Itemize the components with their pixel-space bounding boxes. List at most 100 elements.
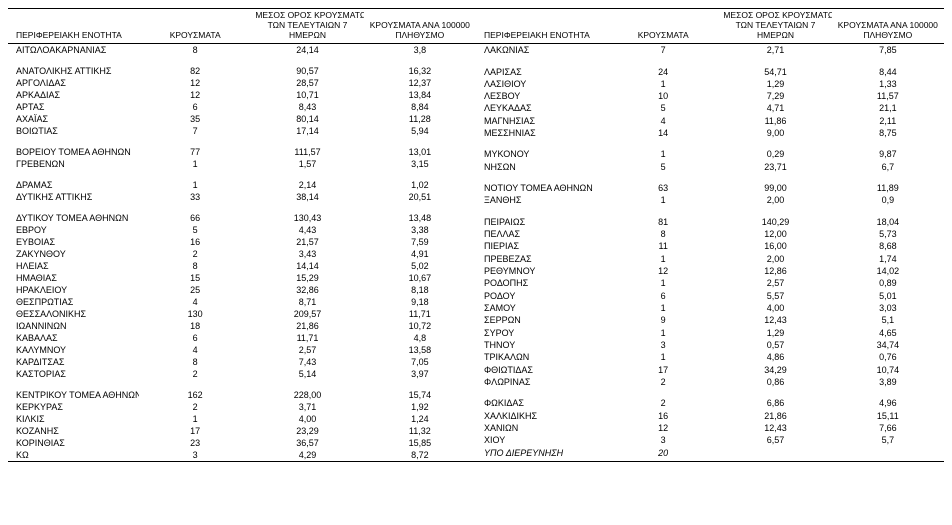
table-row: ΚΕΝΤΡΙΚΟΥ ΤΟΜΕΑ ΑΘΗΝΩΝ162228,0015,74 <box>8 389 476 401</box>
cell-avg: 228,00 <box>251 389 363 401</box>
cell-cases: 8 <box>139 356 251 368</box>
cell-avg: 1,57 <box>251 158 363 170</box>
table-row: ΜΕΣΣΗΝΙΑΣ149,008,75 <box>476 127 944 139</box>
table-row: ΞΑΝΘΗΣ12,000,9 <box>476 194 944 206</box>
table-row: ΖΑΚΥΝΘΟΥ23,434,91 <box>8 248 476 260</box>
cell-avg: 11,71 <box>251 332 363 344</box>
cell-avg: 32,86 <box>251 284 363 296</box>
cell-per100k: 8,68 <box>832 240 944 252</box>
cell-per100k: 10,67 <box>364 272 476 284</box>
cell-per100k: 4,96 <box>832 397 944 409</box>
cell-cases: 7 <box>607 44 719 57</box>
cell-per100k <box>832 459 944 462</box>
table-row: ΦΛΩΡΙΝΑΣ20,863,89 <box>476 376 944 388</box>
cell-avg: 21,57 <box>251 236 363 248</box>
cell-cases: 6 <box>607 290 719 302</box>
cell-per100k: 8,84 <box>364 101 476 113</box>
cell-avg: 209,57 <box>251 308 363 320</box>
cell-per100k: 3,8 <box>364 44 476 57</box>
cell-cases: 2 <box>607 376 719 388</box>
cell-avg: 90,57 <box>251 65 363 77</box>
cell-avg: 3,43 <box>251 248 363 260</box>
cell-cases: 12 <box>139 89 251 101</box>
table-row: ΚΑΒΑΛΑΣ611,714,8 <box>8 332 476 344</box>
cell-region: ΛΑΡΙΣΑΣ <box>476 65 607 77</box>
cell-per100k: 7,66 <box>832 422 944 434</box>
cell-cases: 12 <box>607 422 719 434</box>
cell-avg: 21,86 <box>719 410 831 422</box>
cell-cases: 3 <box>607 434 719 446</box>
table-row: ΔΡΑΜΑΣ12,141,02 <box>8 179 476 191</box>
table-row: ΕΥΒΟΙΑΣ1621,577,59 <box>8 236 476 248</box>
cell-cases: 5 <box>139 224 251 236</box>
cell-per100k: 20,51 <box>364 191 476 203</box>
table-row: ΡΟΔΟΥ65,575,01 <box>476 290 944 302</box>
cell-cases: 2 <box>139 401 251 413</box>
hdr-avg: ΜΕΣΟΣ ΟΡΟΣ ΚΡΟΥΣΜΑΤΩΝΤΩΝ ΤΕΛΕΥΤΑΙΩΝ 7ΗΜΕ… <box>719 9 831 44</box>
table-row: ΚΟΡΙΝΘΙΑΣ2336,5715,85 <box>8 437 476 449</box>
table-row: ΕΒΡΟΥ54,433,38 <box>8 224 476 236</box>
cell-region: ΚΕΝΤΡΙΚΟΥ ΤΟΜΕΑ ΑΘΗΝΩΝ <box>8 389 139 401</box>
cell-per100k: 0,76 <box>832 351 944 363</box>
cell-cases: 82 <box>139 65 251 77</box>
cell-region: ΚΟΡΙΝΘΙΑΣ <box>8 437 139 449</box>
table-row: ΣΑΜΟΥ14,003,03 <box>476 302 944 314</box>
cell-per100k: 4,91 <box>364 248 476 260</box>
cell-region: ΦΛΩΡΙΝΑΣ <box>476 376 607 388</box>
cell-avg: 4,00 <box>719 302 831 314</box>
cell-cases: 66 <box>139 212 251 224</box>
cell-cases: 1 <box>607 327 719 339</box>
hdr-cases: ΚΡΟΥΣΜΑΤΑ <box>139 9 251 44</box>
table-row: ΛΕΣΒΟΥ107,2911,57 <box>476 90 944 102</box>
cell-region: ΝΟΤΙΟΥ ΤΟΜΕΑ ΑΘΗΝΩΝ <box>476 182 607 194</box>
cell-avg: 23,29 <box>251 425 363 437</box>
cell-region: ΗΜΑΘΙΑΣ <box>8 272 139 284</box>
cell-region: ΚΙΛΚΙΣ <box>8 413 139 425</box>
cell-cases: 12 <box>607 265 719 277</box>
cell-avg: 4,29 <box>251 449 363 462</box>
cell-cases: 17 <box>607 364 719 376</box>
cell-per100k: 13,58 <box>364 344 476 356</box>
cell-avg: 12,00 <box>719 228 831 240</box>
cell-per100k: 1,02 <box>364 179 476 191</box>
table-row <box>476 173 944 182</box>
cell-region: ΔΥΤΙΚΗΣ ΑΤΤΙΚΗΣ <box>8 191 139 203</box>
right-table: ΠΕΡΙΦΕΡΕΙΑΚΗ ΕΝΟΤΗΤΑ ΚΡΟΥΣΜΑΤΑ ΜΕΣΟΣ ΟΡΟ… <box>476 8 944 462</box>
cell-region: ΔΥΤΙΚΟΥ ΤΟΜΕΑ ΑΘΗΝΩΝ <box>8 212 139 224</box>
cell-per100k: 3,97 <box>364 368 476 380</box>
cell-cases: 17 <box>139 425 251 437</box>
table-row: ΛΑΚΩΝΙΑΣ72,717,85 <box>476 44 944 57</box>
cell-region: ΣΕΡΡΩΝ <box>476 314 607 326</box>
cell-per100k: 7,05 <box>364 356 476 368</box>
cell-region: ΚΩ <box>8 449 139 462</box>
cell-cases: 4 <box>139 344 251 356</box>
cell-cases: 130 <box>139 308 251 320</box>
table-row <box>476 56 944 65</box>
cell-region: ΦΩΚΙΔΑΣ <box>476 397 607 409</box>
cell-cases: 6 <box>139 101 251 113</box>
cell-per100k: 1,92 <box>364 401 476 413</box>
cell-cases: 3 <box>607 339 719 351</box>
cell-avg: 4,00 <box>251 413 363 425</box>
cell-cases: 3 <box>139 449 251 462</box>
cell-cases: 10 <box>607 90 719 102</box>
cell-per100k: 21,1 <box>832 102 944 114</box>
cell-per100k: 7,85 <box>832 44 944 57</box>
cell-per100k: 11,32 <box>364 425 476 437</box>
table-row: ΚΩ34,298,72 <box>8 449 476 462</box>
cell-avg: 2,00 <box>719 253 831 265</box>
cell-avg: 10,71 <box>251 89 363 101</box>
cell-avg: 12,86 <box>719 265 831 277</box>
cell-cases: 4 <box>607 115 719 127</box>
cell-cases: 5 <box>607 161 719 173</box>
hdr-cases: ΚΡΟΥΣΜΑΤΑ <box>607 9 719 44</box>
covid-regional-table: ΠΕΡΙΦΕΡΕΙΑΚΗ ΕΝΟΤΗΤΑ ΚΡΟΥΣΜΑΤΑ ΜΕΣΟΣ ΟΡΟ… <box>8 8 944 462</box>
cell-per100k: 1,33 <box>832 78 944 90</box>
cell-per100k: 1,24 <box>364 413 476 425</box>
cell-region: ΠΡΕΒΕΖΑΣ <box>476 253 607 265</box>
table-row: ΔΥΤΙΚΟΥ ΤΟΜΕΑ ΑΘΗΝΩΝ66130,4313,48 <box>8 212 476 224</box>
cell-cases: 2 <box>607 397 719 409</box>
cell-avg: 36,57 <box>251 437 363 449</box>
cell-per100k: 1,74 <box>832 253 944 265</box>
table-row: ΜΥΚΟΝΟΥ10,299,87 <box>476 148 944 160</box>
